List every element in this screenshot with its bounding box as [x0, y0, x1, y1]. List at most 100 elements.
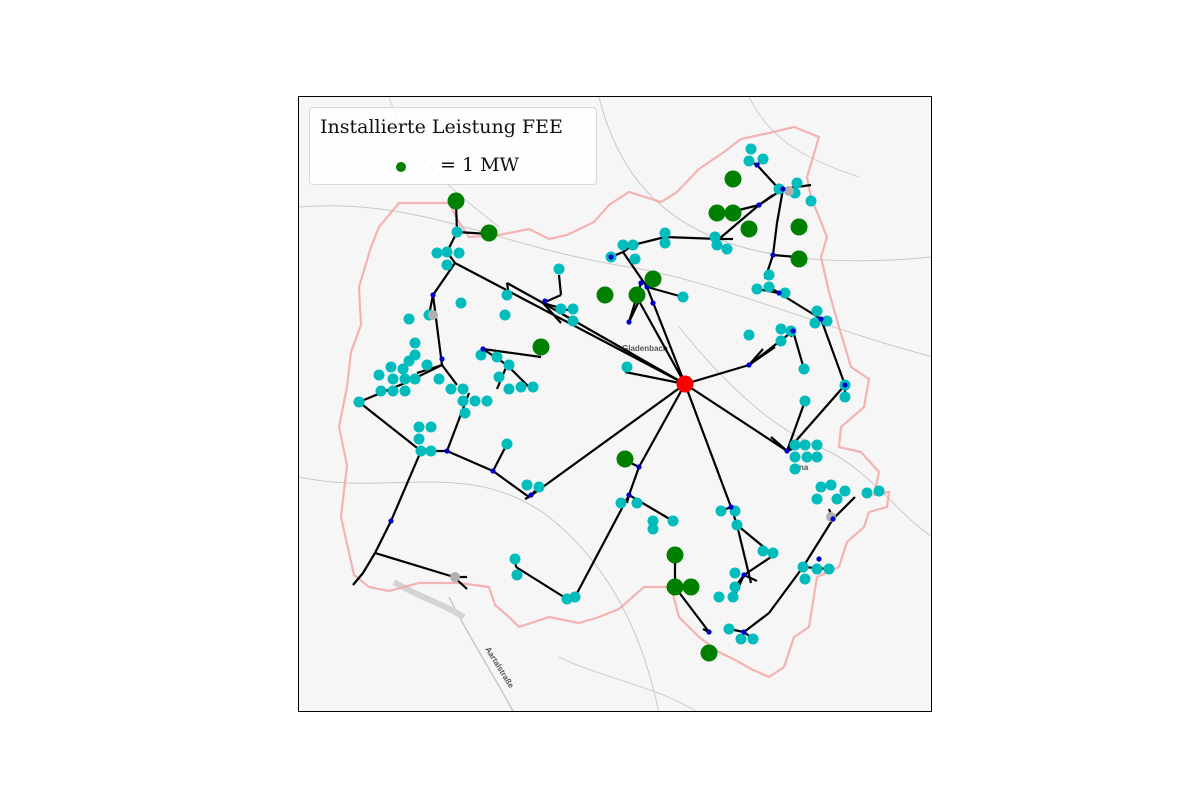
- junction-node: [741, 629, 747, 635]
- nodes-layer: [353, 143, 885, 662]
- load-node: [617, 239, 629, 251]
- road-line: [299, 476, 660, 711]
- junction-node: [626, 319, 632, 325]
- load-node: [715, 505, 727, 517]
- junction-node: [608, 254, 614, 260]
- grid-line: [770, 436, 788, 452]
- junction-node: [754, 162, 760, 168]
- load-node: [459, 407, 471, 419]
- junction-node: [490, 468, 496, 474]
- legend-box: Installierte Leistung FEE = 1 MW: [309, 107, 597, 185]
- load-node: [397, 363, 409, 375]
- load-node: [659, 237, 671, 249]
- load-node: [757, 153, 769, 165]
- grid-line: [389, 450, 423, 522]
- load-node: [789, 439, 801, 451]
- load-node: [839, 391, 851, 403]
- load-node: [387, 373, 399, 385]
- load-node: [509, 553, 521, 565]
- load-node: [353, 396, 365, 408]
- load-node: [527, 381, 539, 393]
- load-node: [567, 315, 579, 327]
- grid-line: [542, 302, 686, 385]
- load-node: [627, 239, 639, 251]
- load-node: [767, 547, 779, 559]
- load-node: [811, 451, 823, 463]
- grid-line: [638, 383, 686, 468]
- map-frame[interactable]: Gladenbach na Aartalstraße Installierte …: [298, 96, 932, 712]
- generator-node: [480, 224, 498, 242]
- load-node: [373, 369, 385, 381]
- road-line: [558, 656, 697, 711]
- load-node: [799, 573, 811, 585]
- grid-line: [362, 552, 376, 574]
- load-node: [797, 561, 809, 573]
- load-node: [801, 451, 813, 463]
- load-node: [809, 317, 821, 329]
- river-line: [392, 579, 466, 620]
- grid-line: [768, 566, 804, 614]
- generator-node: [724, 170, 742, 188]
- load-node: [421, 359, 433, 371]
- grid-line: [832, 496, 856, 520]
- generator-node: [708, 204, 726, 222]
- grid-line: [684, 363, 750, 386]
- grid-line: [674, 586, 710, 633]
- load-node: [677, 291, 689, 303]
- load-node: [825, 479, 837, 491]
- load-node: [743, 155, 755, 167]
- junction-node: [528, 492, 534, 498]
- load-node: [409, 337, 421, 349]
- load-node: [799, 395, 811, 407]
- junction-node: [780, 186, 786, 192]
- load-node: [499, 309, 511, 321]
- generator-node: [666, 578, 684, 596]
- load-node: [723, 623, 735, 635]
- load-node: [789, 463, 801, 475]
- grid-line: [358, 401, 422, 452]
- load-node: [521, 479, 533, 491]
- region-boundary: [337, 125, 891, 679]
- junction-node: [816, 556, 822, 562]
- legend-title: Installierte Leistung FEE: [320, 116, 563, 138]
- grid-line: [775, 188, 785, 224]
- load-node: [413, 433, 425, 445]
- grid-map: Gladenbach na Aartalstraße: [299, 97, 931, 711]
- load-node: [457, 395, 469, 407]
- load-node: [445, 383, 457, 395]
- load-node: [567, 303, 579, 315]
- junction-node: [542, 298, 548, 304]
- grid-line: [624, 370, 686, 386]
- load-node: [789, 451, 801, 463]
- grid-line: [748, 330, 794, 366]
- junction-node: [430, 292, 436, 298]
- load-node: [451, 226, 463, 238]
- load-node: [811, 563, 823, 575]
- load-node: [775, 335, 787, 347]
- grid-line: [352, 572, 364, 586]
- load-node: [555, 303, 567, 315]
- grid-line: [735, 524, 753, 584]
- generator-node: [790, 250, 808, 268]
- junction-node: [650, 300, 656, 306]
- generator-node: [682, 578, 700, 596]
- load-node: [721, 243, 733, 255]
- load-node: [431, 247, 443, 259]
- junction-node: [626, 492, 632, 498]
- town-label-2: na: [799, 463, 809, 472]
- generator-node: [666, 546, 684, 564]
- grid-line: [718, 204, 760, 240]
- load-node: [745, 143, 757, 155]
- load-node: [799, 439, 811, 451]
- grid-line: [374, 520, 392, 554]
- load-node: [757, 545, 769, 557]
- load-node: [729, 581, 741, 593]
- grid-line: [743, 612, 770, 633]
- load-node: [713, 591, 725, 603]
- load-node: [455, 297, 467, 309]
- generator-node: [790, 218, 808, 236]
- load-node: [811, 439, 823, 451]
- generator-node: [644, 270, 662, 288]
- town-label-gladenbach: Gladenbach: [622, 344, 668, 353]
- grid-line: [482, 347, 542, 359]
